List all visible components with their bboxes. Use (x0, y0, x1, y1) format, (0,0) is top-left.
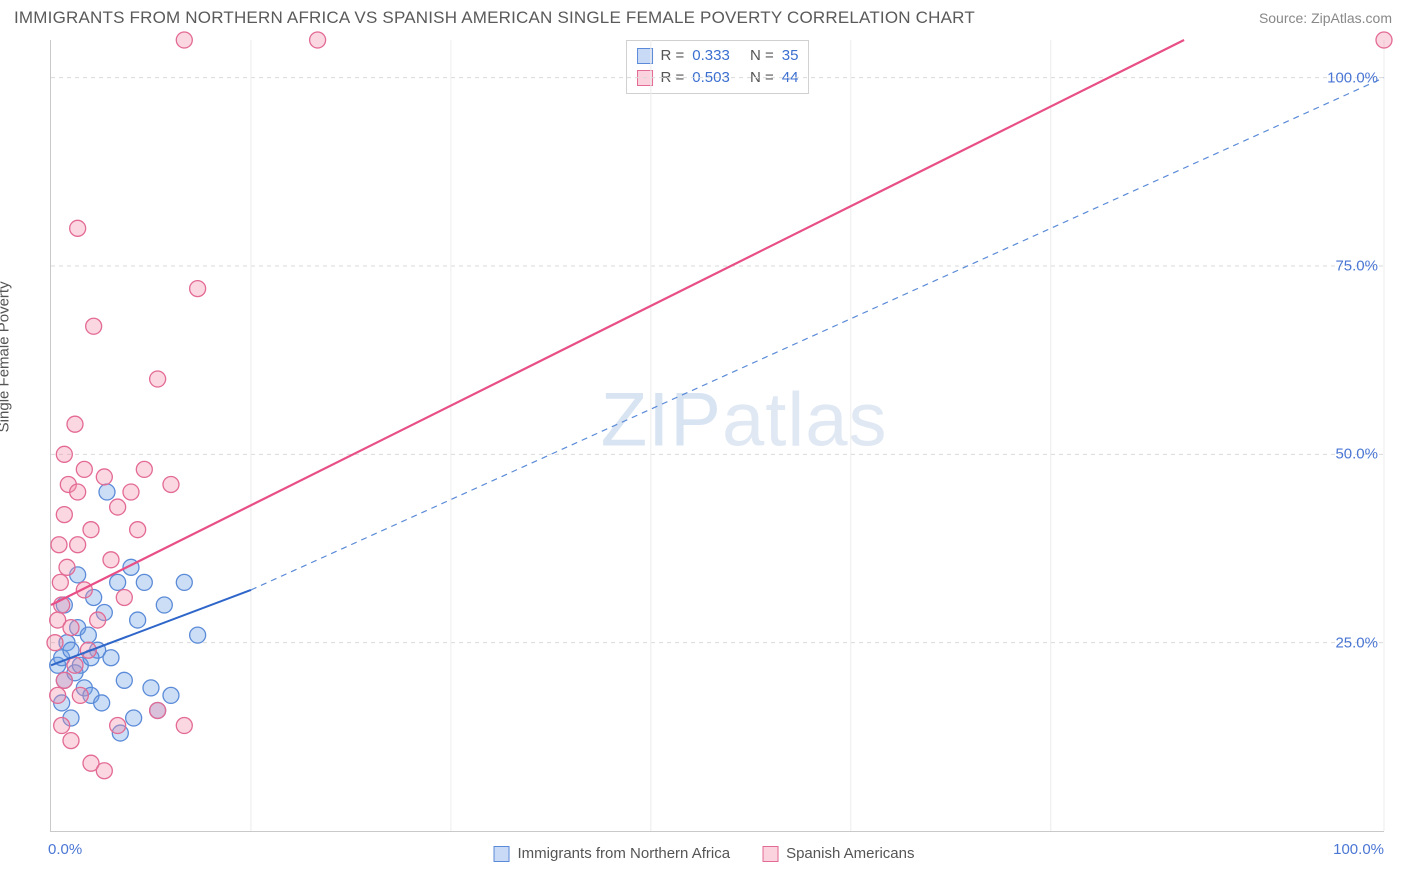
y-tick-label: 100.0% (1327, 69, 1378, 86)
y-tick-label: 50.0% (1335, 446, 1378, 463)
y-tick-label: 25.0% (1335, 634, 1378, 651)
y-tick-label: 75.0% (1335, 258, 1378, 275)
legend-item-1: Immigrants from Northern Africa (494, 845, 731, 862)
legend-item-2: Spanish Americans (762, 845, 914, 862)
swatch-pink (762, 846, 778, 862)
chart-container: Single Female Poverty ZIPatlas R = 0.333… (14, 40, 1394, 868)
source-label: Source: ZipAtlas.com (1259, 10, 1392, 26)
x-tick-min: 0.0% (48, 841, 82, 858)
legend-label-1: Immigrants from Northern Africa (518, 845, 731, 862)
plot-svg (51, 40, 1384, 831)
chart-title: IMMIGRANTS FROM NORTHERN AFRICA VS SPANI… (14, 8, 975, 28)
plot-area: ZIPatlas R = 0.333 N = 35 R = 0.503 N = … (50, 40, 1384, 832)
x-tick-max: 100.0% (1333, 841, 1384, 858)
legend-label-2: Spanish Americans (786, 845, 914, 862)
swatch-blue (494, 846, 510, 862)
legend-bottom: Immigrants from Northern Africa Spanish … (494, 845, 915, 862)
y-axis-label: Single Female Poverty (0, 281, 13, 432)
